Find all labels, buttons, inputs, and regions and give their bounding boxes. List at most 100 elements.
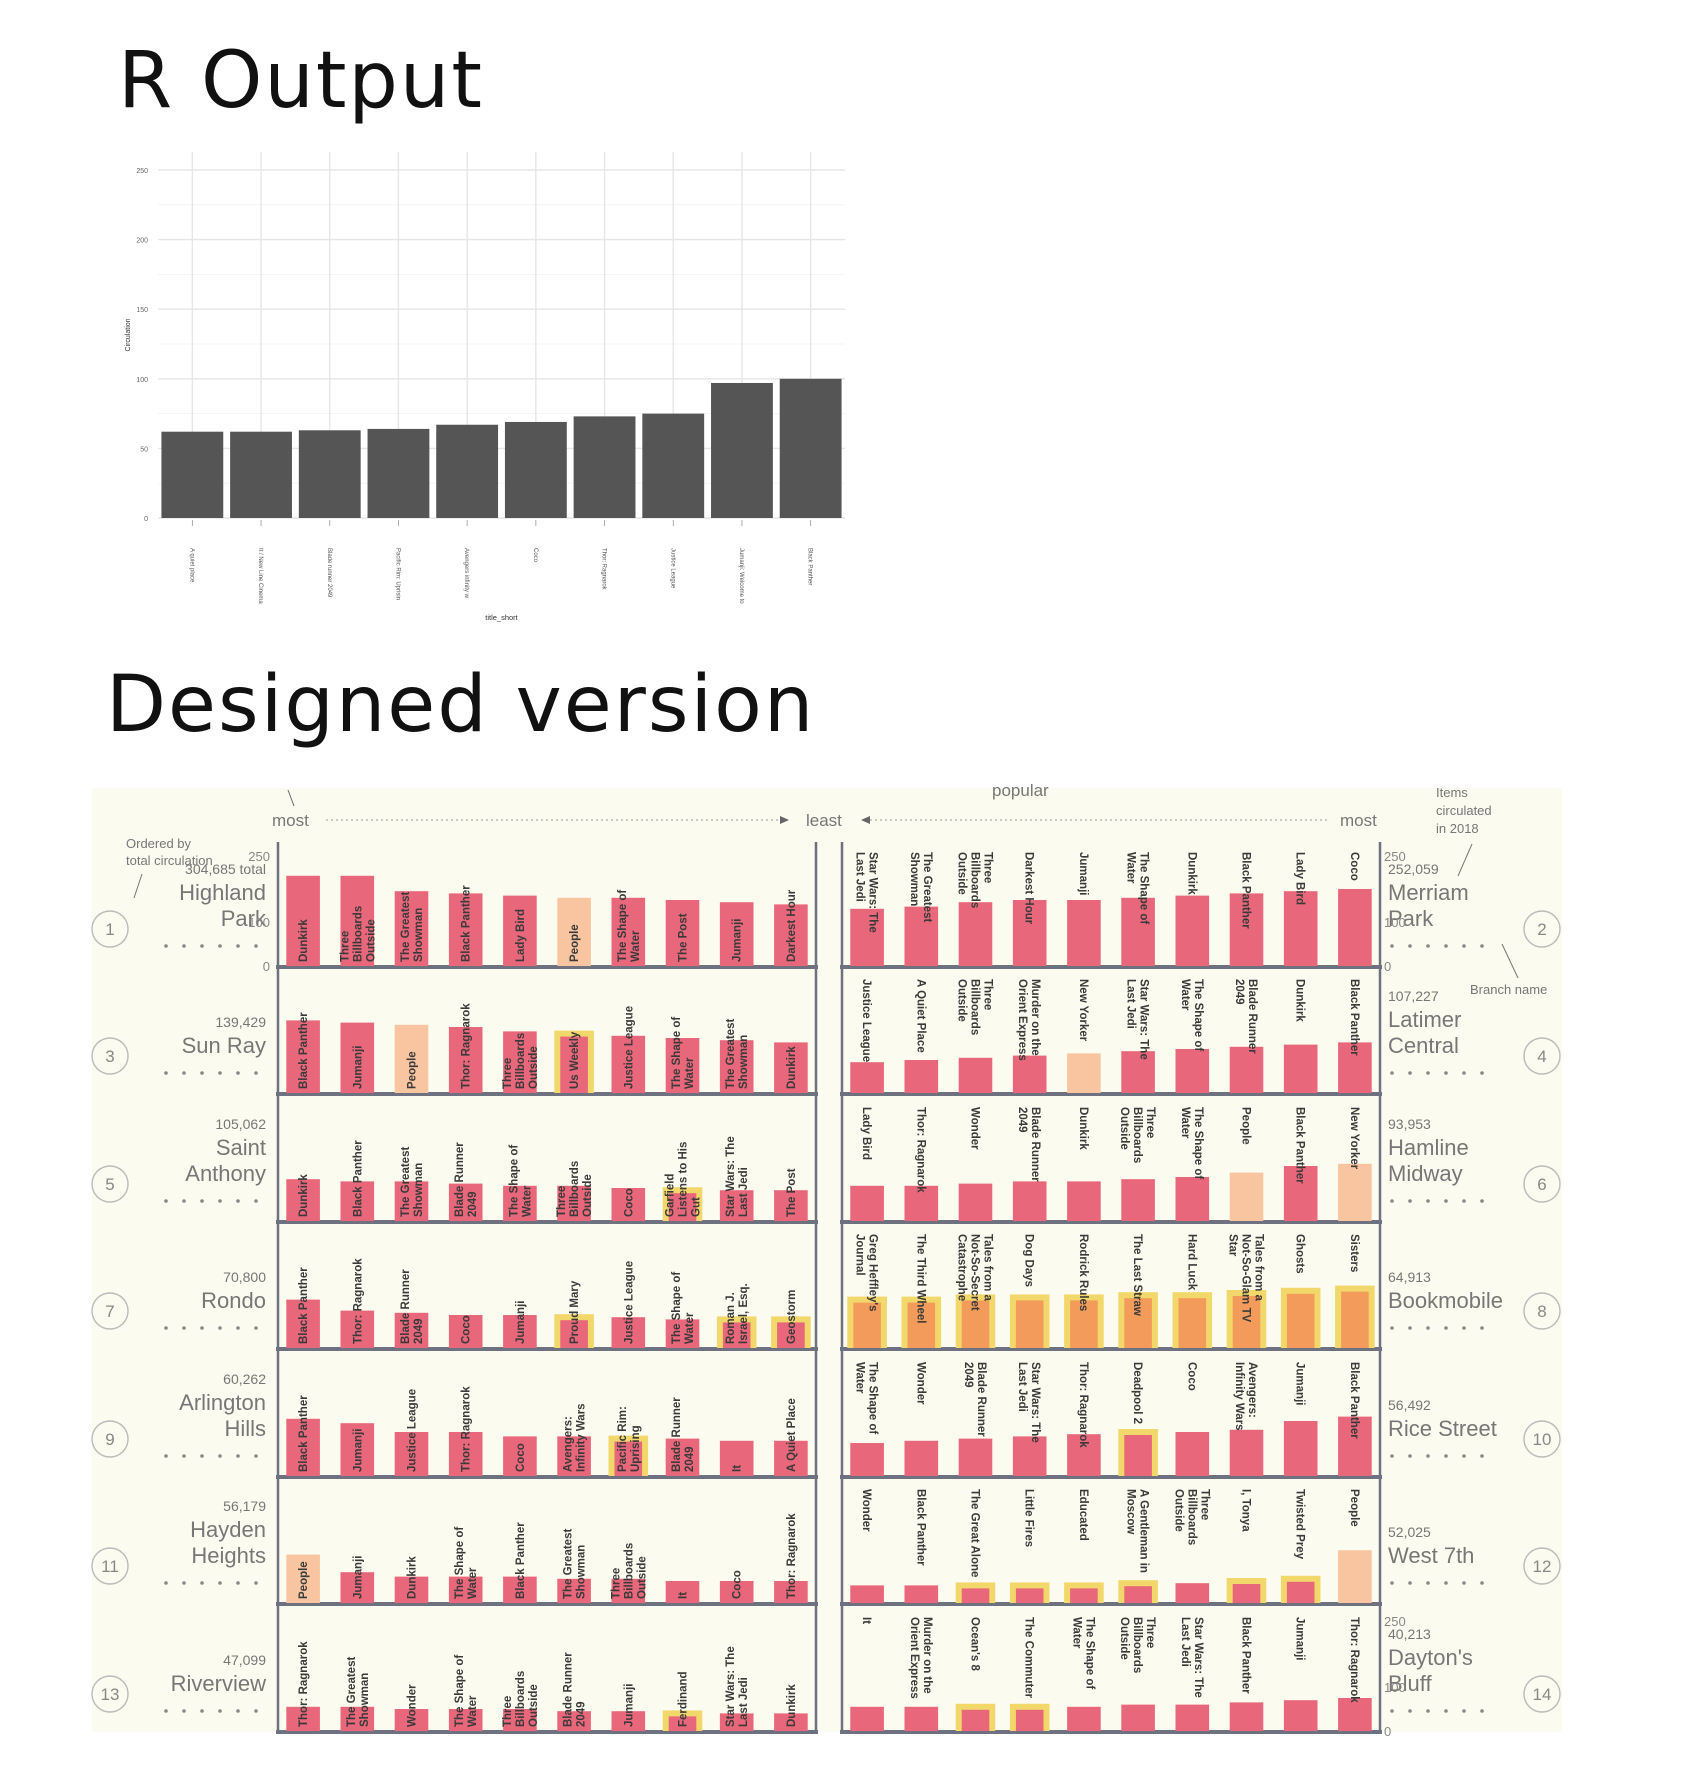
book-bar: [1338, 889, 1372, 966]
book-title: Little Fires: [1023, 1489, 1035, 1547]
book-title-line: Showman: [413, 908, 425, 962]
book-bar: [1232, 1296, 1261, 1348]
book-bar: [1283, 1044, 1318, 1093]
r-ytick-label: 0: [144, 516, 148, 523]
book-bar: [340, 1572, 375, 1603]
branch-dots: [1426, 1581, 1430, 1585]
book-title: Black Panther: [298, 1267, 310, 1344]
r-bar: [642, 413, 705, 518]
branch-total: 60,262: [223, 1371, 266, 1387]
book-bar: [1012, 1055, 1047, 1093]
book-bar: [394, 1576, 429, 1603]
scale-tick: 250: [1384, 849, 1406, 864]
branch-number-circle: [1523, 1165, 1561, 1203]
book-title: Black Panther: [1240, 852, 1252, 929]
book-title-line: The Post: [786, 1168, 798, 1217]
book-title-line: Water: [467, 1567, 479, 1599]
book-title: Blade Runner2049: [563, 1652, 588, 1727]
branch-dots: [1444, 1071, 1448, 1075]
book-bar: [503, 1436, 537, 1476]
book-title: Lady Bird: [515, 909, 527, 962]
book-bar: [774, 904, 808, 966]
book-bar-highlight: [554, 1314, 594, 1348]
branch-total: 56,492: [1388, 1397, 1431, 1413]
book-title: The Great Alone: [969, 1489, 981, 1577]
header-most-right: most: [1340, 811, 1377, 830]
book-title-line: Star Wars: The: [1029, 1362, 1041, 1443]
annotation-items-circulated: circulated: [1436, 803, 1492, 818]
branch-name: Park: [221, 906, 267, 931]
book-title-line: Ocean's 8: [969, 1617, 981, 1671]
book-title-line: Greg Heffley's: [867, 1234, 879, 1312]
book-bar: [286, 875, 320, 966]
book-title-line: Wonder: [407, 1684, 419, 1727]
annotation-ordered-by: total circulation: [126, 853, 213, 868]
book-title: Jumanji: [352, 1556, 364, 1599]
book-title-line: Thor: Ragnarok: [461, 1386, 473, 1472]
r-bar: [436, 424, 499, 518]
branch-total: 40,213: [1388, 1626, 1431, 1642]
book-title: It: [860, 1617, 872, 1624]
book-title-line: The Great Alone: [969, 1489, 981, 1577]
book-bar: [1338, 1698, 1372, 1731]
book-title: Dunkirk: [1077, 1107, 1089, 1150]
annotation-branch-name: Branch name: [1470, 982, 1547, 997]
book-bar-highlight: [771, 1316, 811, 1348]
branch-dots: [236, 1581, 240, 1585]
annotation-ordered-by: Ordered by: [126, 836, 192, 851]
book-title: Pacific Rim:Uprising: [617, 1406, 642, 1472]
branch-dots: [1408, 1326, 1412, 1330]
book-title-line: Israel, Esq.: [738, 1283, 750, 1344]
book-bar: [1175, 1583, 1210, 1603]
book-title-line: A Gentleman in: [1138, 1489, 1150, 1573]
book-bar: [665, 900, 700, 966]
book-title-line: Blade Runner: [563, 1652, 575, 1727]
book-title-line: A Quiet Place: [786, 1398, 798, 1472]
book-bar: [665, 1581, 700, 1603]
book-bar: [1012, 900, 1047, 966]
book-title-line: The Post: [678, 913, 690, 962]
book-title-line: Water: [854, 1362, 866, 1394]
book-title: Twisted Prey: [1294, 1489, 1306, 1560]
book-bar: [850, 1443, 884, 1476]
book-title: Jumanji: [1294, 1362, 1306, 1405]
book-title-line: Orient Express: [908, 1617, 920, 1699]
branch-dots: [236, 1454, 240, 1458]
book-title: Blade Runner2049: [454, 1142, 479, 1217]
branch-dots: [1426, 1709, 1430, 1713]
book-bar: [1015, 1300, 1044, 1348]
book-title: The GreatestShowman: [400, 1147, 425, 1217]
book-title: The Commuter: [1023, 1617, 1035, 1699]
branch-dots: [1462, 1581, 1466, 1585]
book-title-line: People: [298, 1561, 310, 1599]
book-bar: [286, 1418, 320, 1476]
branch-dots: [254, 1581, 258, 1585]
book-title: Dog Days: [1023, 1234, 1035, 1287]
book-bar: [448, 1027, 483, 1093]
book-title-line: Billboards: [1185, 1489, 1197, 1545]
book-title: Dunkirk: [786, 1046, 798, 1089]
r-xtick-label: Pacific Rim: Uprisin: [394, 548, 400, 600]
book-bar: [1067, 900, 1101, 966]
book-bar: [907, 1302, 936, 1348]
r-bar: [573, 416, 636, 518]
book-bar: [448, 1432, 483, 1476]
book-title-line: Black Panther: [1240, 852, 1252, 929]
r-ytick-label: 250: [136, 168, 148, 175]
book-title-line: Dunkirk: [1185, 852, 1197, 895]
book-title: Tales from aNot-So-Glam TVStar: [1227, 1234, 1265, 1322]
book-title-line: Justice League: [623, 1261, 635, 1344]
book-title-line: Three: [339, 931, 351, 962]
book-title: Us Weekly: [569, 1031, 581, 1089]
book-title: ThreeBillboardsOutside: [556, 1161, 594, 1217]
book-title-line: The Greatest: [400, 1147, 412, 1217]
branch-dots: [182, 1071, 186, 1075]
book-title-line: Showman: [413, 1163, 425, 1217]
branch-dots: [1444, 1581, 1448, 1585]
book-bar: [904, 906, 939, 966]
book-title: Thor: Ragnarok: [914, 1107, 926, 1193]
book-title-line: Lady Bird: [515, 909, 527, 962]
book-title-line: Thor: Ragnarok: [786, 1513, 798, 1599]
book-title: A Gentleman inMoscow: [1125, 1489, 1150, 1573]
r-xtick-label: A quiet place: [188, 548, 194, 583]
